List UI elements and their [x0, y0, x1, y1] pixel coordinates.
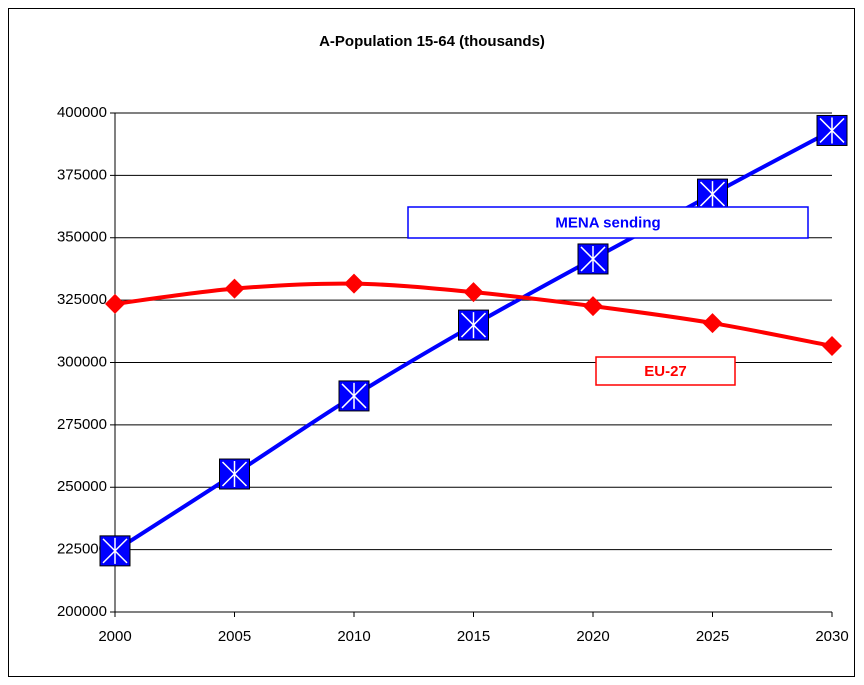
y-tick-label: 275000: [57, 416, 107, 433]
square-marker: [697, 178, 728, 210]
marker-star: [699, 181, 726, 208]
y-tick-label: 375000: [57, 166, 107, 183]
series-label: EU-27: [644, 363, 687, 380]
marker-star: [580, 245, 606, 272]
square-marker: [338, 380, 370, 412]
chart-frame: [8, 8, 855, 677]
marker-body: [463, 282, 484, 303]
marker-star: [102, 537, 128, 564]
diamond-marker: [224, 278, 245, 299]
marker-body: [583, 296, 603, 317]
marker-body: [702, 313, 723, 334]
diamond-marker: [105, 293, 125, 314]
y-tick-label: 225000: [57, 541, 107, 558]
marker-star: [221, 461, 248, 488]
x-tick-label: 2000: [98, 628, 131, 645]
y-tick-label: 300000: [57, 353, 107, 370]
x-tick-label: 2030: [815, 628, 848, 645]
marker-body: [224, 278, 245, 299]
x-tick-label: 2010: [337, 628, 370, 645]
x-tick-label: 2015: [457, 628, 490, 645]
diamond-marker: [702, 313, 723, 334]
marker-star: [341, 382, 367, 409]
marker-body: [822, 336, 842, 357]
square-marker: [99, 535, 131, 567]
chart-title: A-Population 15-64 (thousands): [319, 33, 545, 50]
x-tick-label: 2005: [218, 628, 251, 645]
y-tick-label: 200000: [57, 603, 107, 620]
square-marker: [219, 458, 250, 490]
y-tick-label: 250000: [57, 478, 107, 495]
marker-body: [344, 273, 364, 294]
series-label-box: [595, 356, 736, 386]
marker-star: [460, 312, 487, 339]
square-marker: [816, 114, 848, 146]
diamond-marker: [583, 296, 603, 317]
marker-star: [819, 117, 845, 144]
x-tick-label: 2025: [696, 628, 729, 645]
x-tick-label: 2020: [576, 628, 609, 645]
diamond-marker: [463, 282, 484, 303]
diamond-marker: [822, 336, 842, 357]
y-tick-label: 400000: [57, 104, 107, 121]
series-label-box: [407, 206, 809, 239]
square-marker: [458, 309, 489, 341]
diamond-marker: [344, 273, 364, 294]
marker-body: [105, 293, 125, 314]
y-tick-label: 350000: [57, 229, 107, 246]
series-label: MENA sending: [555, 214, 660, 231]
square-marker: [577, 243, 609, 275]
y-tick-label: 325000: [57, 291, 107, 308]
